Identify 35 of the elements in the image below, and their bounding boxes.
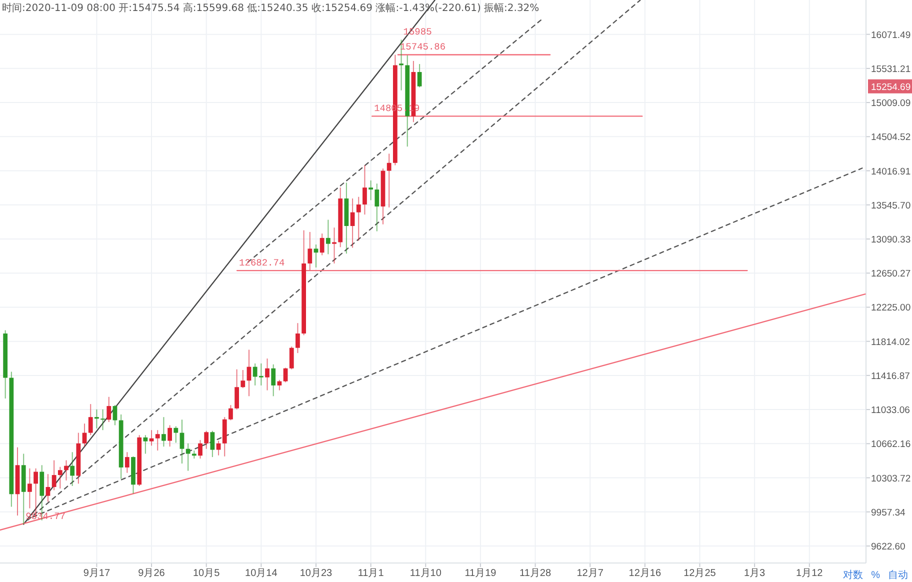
- x-tick-label: 11月10: [410, 568, 442, 579]
- y-tick-label: 14016.91: [871, 166, 911, 178]
- x-tick-label: 10月23: [300, 568, 333, 579]
- y-tick-label: 9622.60: [871, 542, 906, 552]
- y-tick-label: 10662.16: [871, 439, 911, 450]
- x-tick-label: 1月3: [744, 568, 766, 579]
- text: %: [871, 570, 880, 581]
- x-tick-label: 1月12: [796, 568, 824, 579]
- y-tick-label: 11814.02: [871, 336, 910, 348]
- x-tick-label: 9月17: [83, 568, 110, 579]
- text: 对数: [843, 569, 864, 581]
- y-tick-label: 12650.27: [871, 268, 911, 280]
- y-tick-label: 16071.49: [871, 30, 911, 41]
- text: 15254.69: [871, 82, 911, 93]
- x-tick-label: 11月19: [464, 568, 497, 579]
- annotation: 12682.74: [239, 258, 285, 269]
- y-tick-label: 11033.06: [871, 405, 910, 416]
- y-tick-label: 12225.00: [871, 302, 911, 314]
- x-tick-label: 9月26: [138, 568, 166, 579]
- y-tick-label: 15009.09: [871, 98, 911, 110]
- y-tick-label: 13090.33: [871, 234, 911, 246]
- y-tick-label: 9957.34: [871, 507, 906, 518]
- x-tick-label: 10月5: [193, 568, 220, 579]
- x-tick-label: 11月28: [520, 568, 552, 579]
- x-tick-label: 12月16: [628, 568, 662, 579]
- x-tick-label: 12月7: [576, 568, 604, 579]
- y-tick-label: 14504.52: [871, 132, 911, 144]
- text: 自动: [888, 569, 908, 581]
- y-tick-label: 11416.87: [871, 370, 910, 382]
- x-tick-label: 10月14: [245, 568, 278, 579]
- y-tick-label: 10303.72: [871, 473, 911, 484]
- x-tick-label: 12月25: [684, 568, 716, 579]
- y-tick-label: 13545.70: [871, 200, 911, 212]
- y-tick-label: 15531.21: [871, 64, 911, 75]
- x-tick-label: 11月1: [358, 568, 384, 579]
